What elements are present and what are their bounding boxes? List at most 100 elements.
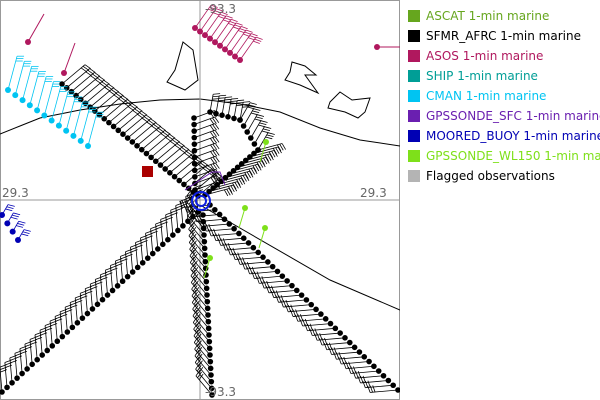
legend-item-ship[interactable]: SHIP 1-min marine [408, 66, 600, 86]
wind-barb-feather [208, 224, 212, 231]
wind-barb-feather [194, 356, 200, 363]
wind-barb [80, 106, 91, 142]
observation-dot [157, 162, 164, 168]
wind-barb [195, 375, 213, 396]
wind-barb-map[interactable]: -93.3 -93.3 29.3 29.3 [0, 0, 400, 400]
wind-barb-feather [195, 338, 201, 345]
wind-barb-feather [232, 182, 237, 190]
legend-item-ascat[interactable]: ASCAT 1-min marine [408, 6, 600, 26]
observation-dot [109, 287, 116, 294]
observation-dot [192, 174, 198, 180]
wind-barb-feather [84, 64, 91, 70]
observation-dot [206, 332, 212, 338]
wind-barb-feather [260, 120, 268, 123]
observation-dot [200, 218, 207, 225]
wind-barb-feather [173, 137, 181, 143]
wind-barb-feather [210, 228, 214, 236]
legend-swatch [408, 150, 420, 162]
wind-barb-feather [139, 112, 146, 118]
wind-barb-feather [243, 33, 250, 37]
wind-barb-feather [22, 231, 30, 234]
wind-barb [19, 348, 23, 374]
wind-barb-feather [250, 33, 258, 37]
observation-dot [160, 241, 166, 248]
observation-dot [99, 296, 106, 303]
observation-dot [139, 259, 146, 266]
legend-item-moored-buoy[interactable]: MOORED_BUOY 1-min marine [408, 126, 600, 146]
observation-dot [269, 263, 276, 270]
observation-dot [231, 115, 237, 122]
wind-barb-feather [212, 176, 218, 183]
wind-barb-feather [323, 343, 328, 350]
observation-dot [322, 316, 329, 322]
observation-dot [49, 343, 56, 349]
wind-barb-feather [192, 309, 198, 317]
wind-barb-feather [187, 203, 192, 210]
wind-barb-feather [193, 323, 198, 330]
wind-barb-feather [261, 130, 269, 134]
wind-barb-feather [187, 209, 193, 217]
wind-barb-feather [132, 110, 139, 115]
observation-dot [236, 230, 242, 237]
legend-item-gpssonde-sfc[interactable]: GPSSONDE_SFC 1-min marine [408, 106, 600, 126]
wind-barb-feather [241, 177, 246, 185]
wind-barb-feather [331, 347, 335, 355]
wind-barb-feather [4, 359, 12, 363]
wind-barb-feather [365, 380, 369, 388]
legend-item-sfmr[interactable]: SFMR_AFRC 1-min marine [408, 26, 600, 46]
wind-barb [7, 56, 18, 91]
wind-barb-feather [251, 266, 255, 274]
wind-barb-feather [223, 189, 229, 197]
wind-barb-feather [0, 369, 7, 373]
legend-item-flagged[interactable]: Flagged observations [408, 166, 600, 186]
legend-item-gpssonde-wl150[interactable]: GPSSONDE_WL150 1-min marine [408, 146, 600, 166]
wind-barb-feather [215, 8, 223, 12]
legend-item-cman[interactable]: CMAN 1-min marine [408, 86, 600, 106]
wind-barb [194, 169, 216, 178]
observation-dot [4, 384, 10, 391]
wind-barb-feather [191, 296, 197, 303]
wind-barb [165, 214, 169, 240]
wind-barb-feather [197, 371, 202, 378]
observation-dot [251, 141, 258, 147]
wind-barb-feather [151, 125, 158, 131]
observation-dot [14, 375, 20, 381]
wind-barb-feather [145, 230, 153, 234]
wind-barb-feather [192, 253, 198, 260]
wind-barb [44, 325, 48, 351]
observation-dot [48, 117, 55, 124]
wind-barb-feather [263, 281, 267, 289]
wind-barb-feather [232, 252, 236, 260]
wind-barb-feather [187, 216, 193, 223]
flagged-square-marker[interactable] [142, 166, 153, 177]
wind-barb-feather [130, 244, 138, 248]
wind-barb-feather [136, 106, 143, 112]
wind-barb-feather [214, 116, 220, 123]
wind-barb-feather [265, 157, 270, 164]
wind-barb [258, 227, 266, 249]
wind-barb-feather [195, 184, 203, 188]
observation-dot [207, 35, 213, 42]
wind-barb-feather [220, 11, 228, 15]
wind-barb-feather [345, 361, 349, 369]
wind-barb-feather [209, 118, 215, 125]
observation-dot [181, 181, 187, 188]
observation-dot [9, 228, 16, 235]
wind-barb-feather [343, 356, 347, 364]
wind-barb-feather [242, 257, 246, 265]
wind-barb-feather [13, 212, 21, 216]
wind-barb-feather [279, 143, 284, 151]
storm-center-icon [191, 191, 211, 211]
wind-barb-feather [266, 134, 274, 138]
legend-label: MOORED_BUOY 1-min marine [426, 129, 600, 143]
wind-barb-feather [160, 216, 168, 220]
wind-barb-feather [246, 267, 250, 274]
legend-item-asos[interactable]: ASOS 1-min marine [408, 46, 600, 66]
wind-barb-feather [228, 186, 233, 193]
wind-barb-feather [257, 164, 262, 171]
observation-dot [212, 206, 218, 213]
observation-dot [148, 154, 154, 161]
wind-barb [34, 334, 38, 360]
wind-barb-feather [251, 271, 255, 279]
wind-barb [193, 116, 215, 125]
